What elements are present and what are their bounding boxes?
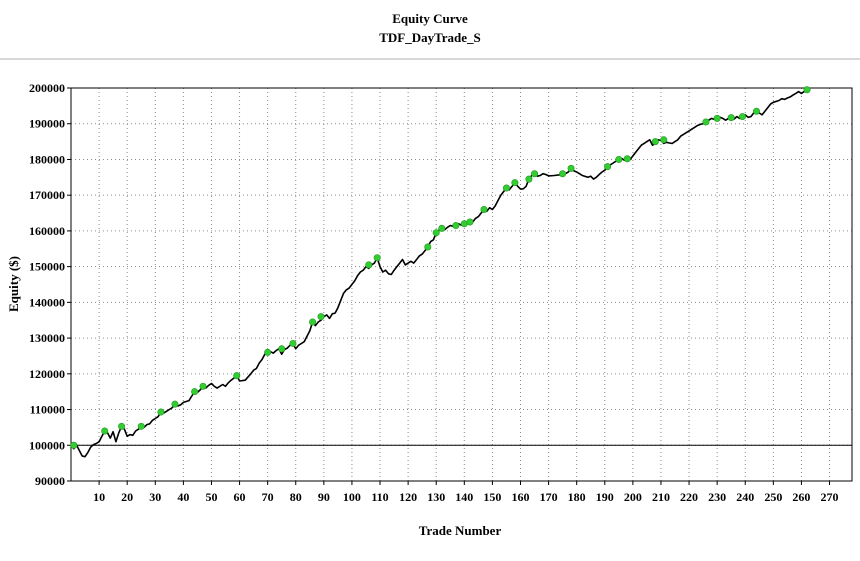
new-high-marker [118, 422, 126, 430]
y-tick-label: 190000 [29, 117, 65, 131]
new-high-marker [452, 222, 460, 230]
y-tick-label: 160000 [29, 224, 65, 238]
new-high-marker [511, 179, 519, 187]
new-high-marker [738, 113, 746, 121]
new-high-marker [171, 400, 179, 408]
plot-frame [70, 87, 853, 482]
new-high-marker [438, 224, 446, 232]
x-tick-label: 60 [234, 490, 246, 504]
y-axis-ticks: 90000 100000 110000 120000 130000 140000 15000… [29, 81, 71, 488]
new-high-marker [660, 136, 668, 144]
x-tick-label: 110 [371, 490, 388, 504]
new-high-marker [713, 114, 721, 122]
new-high-marker [502, 184, 510, 192]
x-tick-label: 260 [792, 490, 810, 504]
x-tick-label: 200 [624, 490, 642, 504]
x-tick-label: 220 [680, 490, 698, 504]
x-tick-label: 10 [93, 490, 105, 504]
new-high-marker [567, 164, 575, 172]
x-tick-label: 250 [764, 490, 782, 504]
y-tick-label: 200000 [29, 81, 65, 95]
chart-title: Equity Curve [392, 11, 468, 26]
new-high-marker [727, 114, 735, 122]
x-tick-label: 30 [149, 490, 161, 504]
new-high-marker [752, 107, 760, 115]
new-high-marker [702, 118, 710, 126]
new-high-marker [623, 155, 631, 163]
x-tick-label: 240 [736, 490, 754, 504]
new-high-marker [651, 138, 659, 146]
x-tick-label: 80 [290, 490, 302, 504]
y-tick-label: 100000 [29, 438, 65, 452]
new-high-marker [264, 348, 272, 356]
new-high-marker [278, 345, 286, 353]
y-tick-label: 140000 [29, 295, 65, 309]
x-tick-label: 230 [708, 490, 726, 504]
new-high-marker [424, 243, 432, 251]
new-high-marker [199, 382, 207, 390]
x-tick-label: 90 [318, 490, 330, 504]
x-tick-label: 270 [821, 490, 839, 504]
y-tick-label: 120000 [29, 367, 65, 381]
x-tick-label: 50 [205, 490, 217, 504]
new-high-marker [559, 170, 567, 178]
x-tick-label: 180 [568, 490, 586, 504]
new-high-marker [157, 408, 165, 416]
new-high-marker [70, 441, 78, 449]
x-axis-ticks: 10 20 30 40 50 60 70 80 90 100 110 120 130 140 150 160 1… [93, 481, 839, 504]
new-high-marker [432, 229, 440, 237]
y-axis-label: Equity ($) [6, 256, 21, 312]
grid-lines [71, 88, 852, 481]
y-tick-label: 170000 [29, 188, 65, 202]
new-high-marker [289, 339, 297, 347]
x-tick-label: 170 [540, 490, 558, 504]
x-tick-label: 140 [455, 490, 473, 504]
new-high-marker [101, 427, 109, 435]
x-tick-label: 150 [483, 490, 501, 504]
x-tick-label: 130 [427, 490, 445, 504]
new-high-marker [309, 318, 317, 326]
new-high-marker [373, 254, 381, 262]
y-tick-label: 90000 [35, 474, 65, 488]
x-tick-label: 160 [511, 490, 529, 504]
y-tick-label: 130000 [29, 331, 65, 345]
new-high-marker [137, 422, 145, 430]
new-high-marker [365, 261, 373, 269]
new-high-marker [531, 170, 539, 178]
new-high-marker [615, 155, 623, 163]
new-high-marker [604, 163, 612, 171]
new-high-marker [525, 175, 533, 183]
new-high-marker [233, 372, 241, 380]
x-tick-label: 100 [343, 490, 361, 504]
x-tick-label: 70 [262, 490, 274, 504]
new-high-marker [191, 388, 199, 396]
y-tick-label: 110000 [30, 403, 65, 417]
chart-subtitle: TDF_DayTrade_S [379, 30, 481, 45]
x-axis-label: Trade Number [419, 523, 502, 538]
x-tick-label: 20 [121, 490, 133, 504]
new-high-marker [480, 205, 488, 213]
x-tick-label: 40 [177, 490, 189, 504]
new-high-markers [70, 86, 811, 449]
new-high-marker [466, 218, 474, 226]
x-tick-label: 210 [652, 490, 670, 504]
new-high-marker [803, 86, 811, 94]
y-tick-label: 180000 [29, 152, 65, 166]
new-high-marker [317, 313, 325, 321]
x-tick-label: 120 [399, 490, 417, 504]
x-tick-label: 190 [596, 490, 614, 504]
y-tick-label: 150000 [29, 260, 65, 274]
